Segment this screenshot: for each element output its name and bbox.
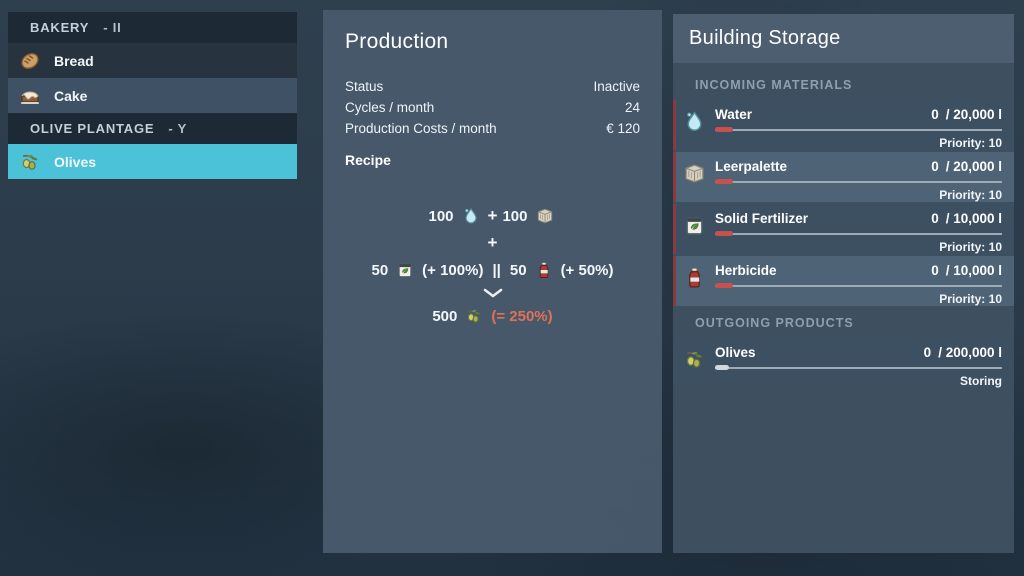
capacity: / 200,000 l — [938, 345, 1002, 360]
capacity: / 10,000 l — [945, 263, 1002, 278]
herbicide-icon — [682, 265, 707, 290]
output-mode: Storing — [960, 374, 1002, 388]
section-header-olive-plantage: OLIVE PLANTAGE - Y — [8, 113, 297, 144]
costs-value: € 120 — [606, 121, 640, 136]
priority-value: Priority: 10 — [939, 188, 1002, 202]
costs-row: Production Costs / month € 120 — [345, 118, 640, 139]
building-storage-panel: Building Storage INCOMING MATERIALS Wate… — [673, 14, 1014, 553]
output-qty: 500 — [432, 307, 458, 325]
section-header-bakery: BAKERY - II — [8, 12, 297, 43]
olives-icon — [464, 306, 484, 326]
production-panel: Production Status Inactive Cycles / mont… — [323, 10, 662, 553]
plus-separator: + — [487, 233, 498, 252]
capacity: / 20,000 l — [945, 159, 1002, 174]
plus-operator: + — [487, 206, 498, 225]
storage-row-water[interactable]: Water 0 / 20,000 l Priority: 10 — [673, 100, 1014, 150]
fill-level: 0 / 20,000 l — [931, 159, 1002, 174]
fill-bar — [715, 231, 1002, 236]
section-title: BAKERY — [30, 20, 90, 35]
priority-value: Priority: 10 — [939, 240, 1002, 254]
fill-level: 0 / 10,000 l — [931, 211, 1002, 226]
water-icon — [461, 206, 481, 226]
incoming-materials-header: INCOMING MATERIALS — [695, 78, 853, 92]
output-ratio: (= 250%) — [491, 307, 553, 325]
fill-bar — [715, 179, 1002, 184]
olives-icon — [682, 347, 707, 372]
sidebar-item-label: Bread — [54, 52, 94, 69]
recipe-heading: Recipe — [345, 152, 391, 168]
cycles-value: 24 — [624, 100, 640, 115]
storage-row-olives[interactable]: Olives 0 / 200,000 l Storing — [673, 338, 1014, 388]
costs-label: Production Costs / month — [345, 121, 497, 136]
fill-bar — [715, 127, 1002, 132]
section-title: OLIVE PLANTAGE — [30, 121, 155, 136]
storage-panel-body: INCOMING MATERIALS Water 0 / 20,000 l Pri… — [673, 64, 1014, 553]
status-label: Status — [345, 79, 384, 94]
pallet-icon — [535, 206, 555, 226]
fill-level: 0 / 10,000 l — [931, 263, 1002, 278]
status-row: Status Inactive — [345, 76, 640, 97]
section-id: - II — [103, 20, 122, 35]
herbicide-icon — [534, 260, 554, 280]
capacity: / 10,000 l — [945, 211, 1002, 226]
recipe-diagram: 100 + 100 + 50 (+ 100%) || 50 (+ 50%) 50… — [345, 206, 640, 326]
booster1-bonus: (+ 100%) — [422, 261, 484, 279]
amount: 0 — [923, 345, 932, 360]
status-value: Inactive — [593, 79, 640, 94]
storage-row-solid-fertilizer[interactable]: Solid Fertilizer 0 / 10,000 l Priority: 1… — [673, 204, 1014, 254]
recipe-output-line: 500 (= 250%) — [432, 306, 552, 326]
storage-row-herbicide[interactable]: Herbicide 0 / 10,000 l Priority: 10 — [673, 256, 1014, 306]
recipe-boosters-line: 50 (+ 100%) || 50 (+ 50%) — [371, 260, 613, 280]
cycles-row: Cycles / month 24 — [345, 97, 640, 118]
pallet-icon — [682, 161, 707, 186]
cycles-label: Cycles / month — [345, 100, 435, 115]
sidebar-item-label: Cake — [54, 87, 88, 104]
olives-icon — [18, 150, 42, 174]
outgoing-products-header: OUTGOING PRODUCTS — [695, 316, 854, 330]
sidebar-item-label: Olives — [54, 153, 97, 170]
booster1-qty: 50 — [371, 261, 389, 279]
fill-bar — [715, 283, 1002, 288]
fill-bar — [715, 365, 1002, 370]
sidebar-item-cake[interactable]: Cake — [8, 78, 297, 113]
cake-icon — [18, 84, 42, 108]
material-name: Water — [715, 107, 753, 122]
fill-level: 0 / 200,000 l — [924, 345, 1002, 360]
amount: 0 — [931, 107, 939, 122]
water-icon — [682, 109, 707, 134]
capacity: / 20,000 l — [945, 107, 1002, 122]
section-id: - Y — [168, 121, 188, 136]
chevron-down-icon — [482, 287, 504, 299]
storage-row-leerpalette[interactable]: Leerpalette 0 / 20,000 l Priority: 10 — [673, 152, 1014, 202]
amount: 0 — [931, 159, 939, 174]
recipe-inputs-line: 100 + 100 — [429, 206, 557, 226]
booster2-qty: 50 — [509, 261, 527, 279]
amount: 0 — [931, 211, 939, 226]
product-name: Olives — [715, 345, 756, 360]
sidebar-item-bread[interactable]: Bread — [8, 43, 297, 78]
priority-value: Priority: 10 — [939, 292, 1002, 306]
booster2-bonus: (+ 50%) — [560, 261, 614, 279]
material-name: Solid Fertilizer — [715, 211, 809, 226]
material-name: Leerpalette — [715, 159, 788, 174]
amount: 0 — [931, 263, 939, 278]
material-name: Herbicide — [715, 263, 777, 278]
priority-value: Priority: 10 — [939, 136, 1002, 150]
fertilizer-icon — [682, 213, 707, 238]
production-list-panel: BAKERY - II Bread Cake OLIVE PLANTAGE - … — [8, 12, 297, 179]
fill-level: 0 / 20,000 l — [931, 107, 1002, 122]
panel-title: Production — [345, 30, 449, 53]
or-operator: || — [492, 261, 501, 279]
bread-icon — [18, 49, 42, 73]
input1-qty: 100 — [428, 207, 454, 225]
input2-qty: 100 — [502, 207, 528, 225]
sidebar-item-olives[interactable]: Olives — [8, 144, 297, 179]
storage-panel-title: Building Storage — [673, 14, 1014, 64]
fertilizer-icon — [395, 260, 415, 280]
